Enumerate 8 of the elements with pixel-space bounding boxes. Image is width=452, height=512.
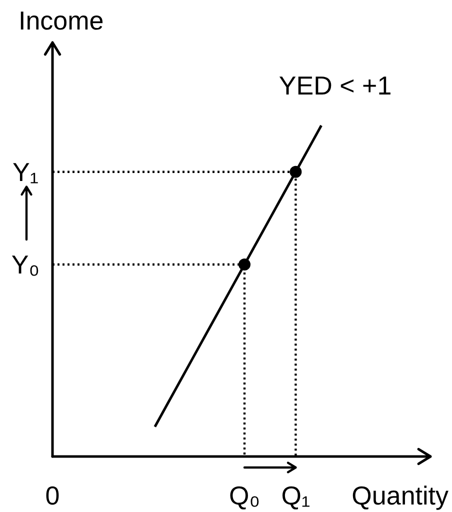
x-tick-label: 0	[45, 480, 60, 510]
annotation: Y₁	[12, 156, 39, 187]
x-axis-title: Quantity	[352, 480, 448, 510]
y-axis-title: Income	[18, 6, 104, 36]
x-tick-label: Q₀	[228, 480, 260, 510]
x-tick-label: Q₁	[281, 480, 310, 510]
series-label: YED < +1	[278, 70, 392, 100]
annotation: Y₀	[11, 250, 40, 280]
